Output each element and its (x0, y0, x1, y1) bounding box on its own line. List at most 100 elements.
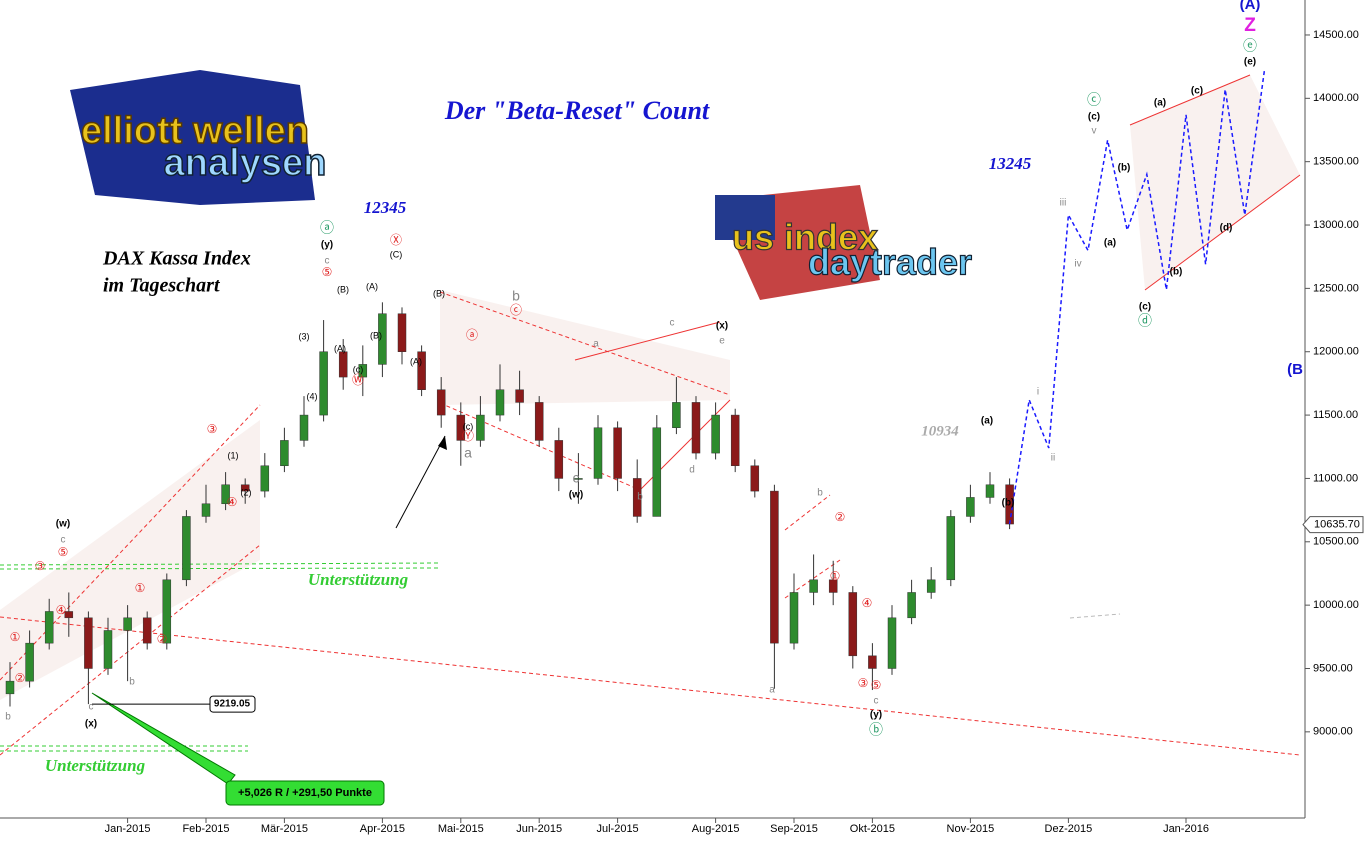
wave-label: ③ (35, 559, 46, 573)
logo-text: elliott wellen (81, 110, 309, 152)
x-tick-label: Okt-2015 (850, 823, 895, 835)
candle-body (534, 402, 544, 441)
y-tick-label: 9000.00 (1313, 726, 1353, 738)
candle-body (966, 497, 975, 517)
wave-label: (B) (433, 288, 445, 298)
x-tick-label: Jan-2015 (105, 823, 151, 835)
wave-label: (e) (1244, 57, 1256, 68)
wave-label: (y) (870, 710, 882, 721)
wave-label: (2) (241, 487, 252, 497)
long-trend-line (0, 616, 1301, 756)
channel-shade (440, 290, 730, 405)
subtitle: im Tageschart (103, 275, 221, 297)
wave-label: Z (1244, 15, 1256, 36)
candle-body (280, 440, 289, 467)
candle-body (926, 579, 936, 593)
channel-shade (0, 420, 260, 700)
logo-text: analysen (164, 142, 327, 184)
candle-body (495, 389, 505, 416)
price-label: 10635.70 (1314, 518, 1360, 530)
wave-label: c (89, 702, 94, 713)
wave-label: iv (1074, 259, 1081, 270)
candle-body (730, 414, 740, 467)
candle-body (182, 516, 191, 581)
candle-body (770, 490, 779, 644)
candle-body (711, 414, 720, 454)
wave-label: (c) (463, 421, 474, 431)
candle-body (123, 617, 132, 631)
wave-label: (3) (299, 331, 310, 341)
subtitle: DAX Kassa Index (102, 248, 251, 270)
wave-label: ⓔ (1243, 38, 1257, 54)
wave-label: (B (1287, 361, 1303, 378)
trend-line (1144, 174, 1301, 291)
candle-body (378, 313, 387, 365)
candle-body (103, 630, 113, 669)
wave-label: c (573, 470, 580, 486)
wave-label: ④ (862, 596, 873, 610)
candle-body (828, 579, 838, 593)
candle-body (358, 364, 368, 378)
wave-label: (b) (1170, 267, 1183, 278)
support-line (0, 567, 441, 570)
level-label: 9219.05 (214, 699, 251, 710)
candle-body (5, 680, 15, 695)
candle-body (672, 402, 681, 429)
channel-line (784, 494, 831, 531)
count-label: 10934 (921, 423, 959, 439)
wave-label: b (129, 677, 135, 688)
level-box (209, 695, 256, 713)
wave-label: ⑤ (322, 265, 333, 279)
wave-label: (c) (1139, 302, 1151, 313)
channel-line (0, 404, 261, 681)
wave-label: e (719, 336, 725, 347)
wave-label: ① (10, 630, 21, 644)
wave-label: c (670, 318, 675, 329)
wave-label: (a) (1154, 98, 1166, 109)
candle-body (64, 611, 74, 619)
wave-label: ④ (227, 495, 238, 509)
candle-body (515, 389, 524, 403)
wave-label: (d) (1220, 223, 1233, 234)
wave-label: iii (1060, 198, 1067, 209)
candle-body (789, 592, 799, 644)
wave-label: (4) (307, 391, 318, 401)
candle-body (593, 427, 603, 479)
faint-line (1069, 613, 1121, 619)
count-label: 13245 (989, 154, 1032, 173)
candle-body (240, 484, 250, 492)
channel-line (439, 402, 641, 491)
candle-body (476, 414, 485, 441)
wave-label: c (61, 535, 66, 546)
wave-label: a (593, 339, 599, 350)
x-tick-label: Jan-2016 (1163, 823, 1209, 835)
wave-label: ⑤ (58, 545, 69, 559)
wave-label: (C) (390, 249, 403, 259)
wave-label: Ⓨ (462, 429, 474, 443)
wave-label: a (464, 445, 472, 461)
logo-flag (715, 195, 775, 240)
x-tick-label: Nov-2015 (947, 823, 995, 835)
candle-body (652, 427, 662, 517)
wave-label: (a) (1104, 238, 1116, 249)
wave-label: ① (135, 581, 146, 595)
wave-label: (y) (321, 240, 333, 251)
candle-body (907, 592, 916, 619)
candle-body (632, 478, 642, 517)
candle-body (417, 351, 426, 390)
candle-body (25, 642, 34, 682)
x-tick-label: Jul-2015 (596, 823, 638, 835)
candle-body (750, 465, 760, 492)
candle-body (887, 617, 897, 669)
y-tick-label: 11500.00 (1313, 409, 1358, 421)
wave-label: i (1037, 387, 1039, 398)
candle-body (397, 313, 407, 352)
candle-body (260, 465, 270, 492)
x-tick-label: Sep-2015 (770, 823, 818, 835)
wave-label: Ⓧ (390, 233, 402, 247)
candle-body (44, 611, 54, 644)
wave-label: ⓓ (1138, 313, 1152, 329)
support-label: Unterstützung (308, 570, 409, 589)
x-tick-label: Jun-2015 (516, 823, 562, 835)
wave-label: (b) (1002, 498, 1015, 509)
